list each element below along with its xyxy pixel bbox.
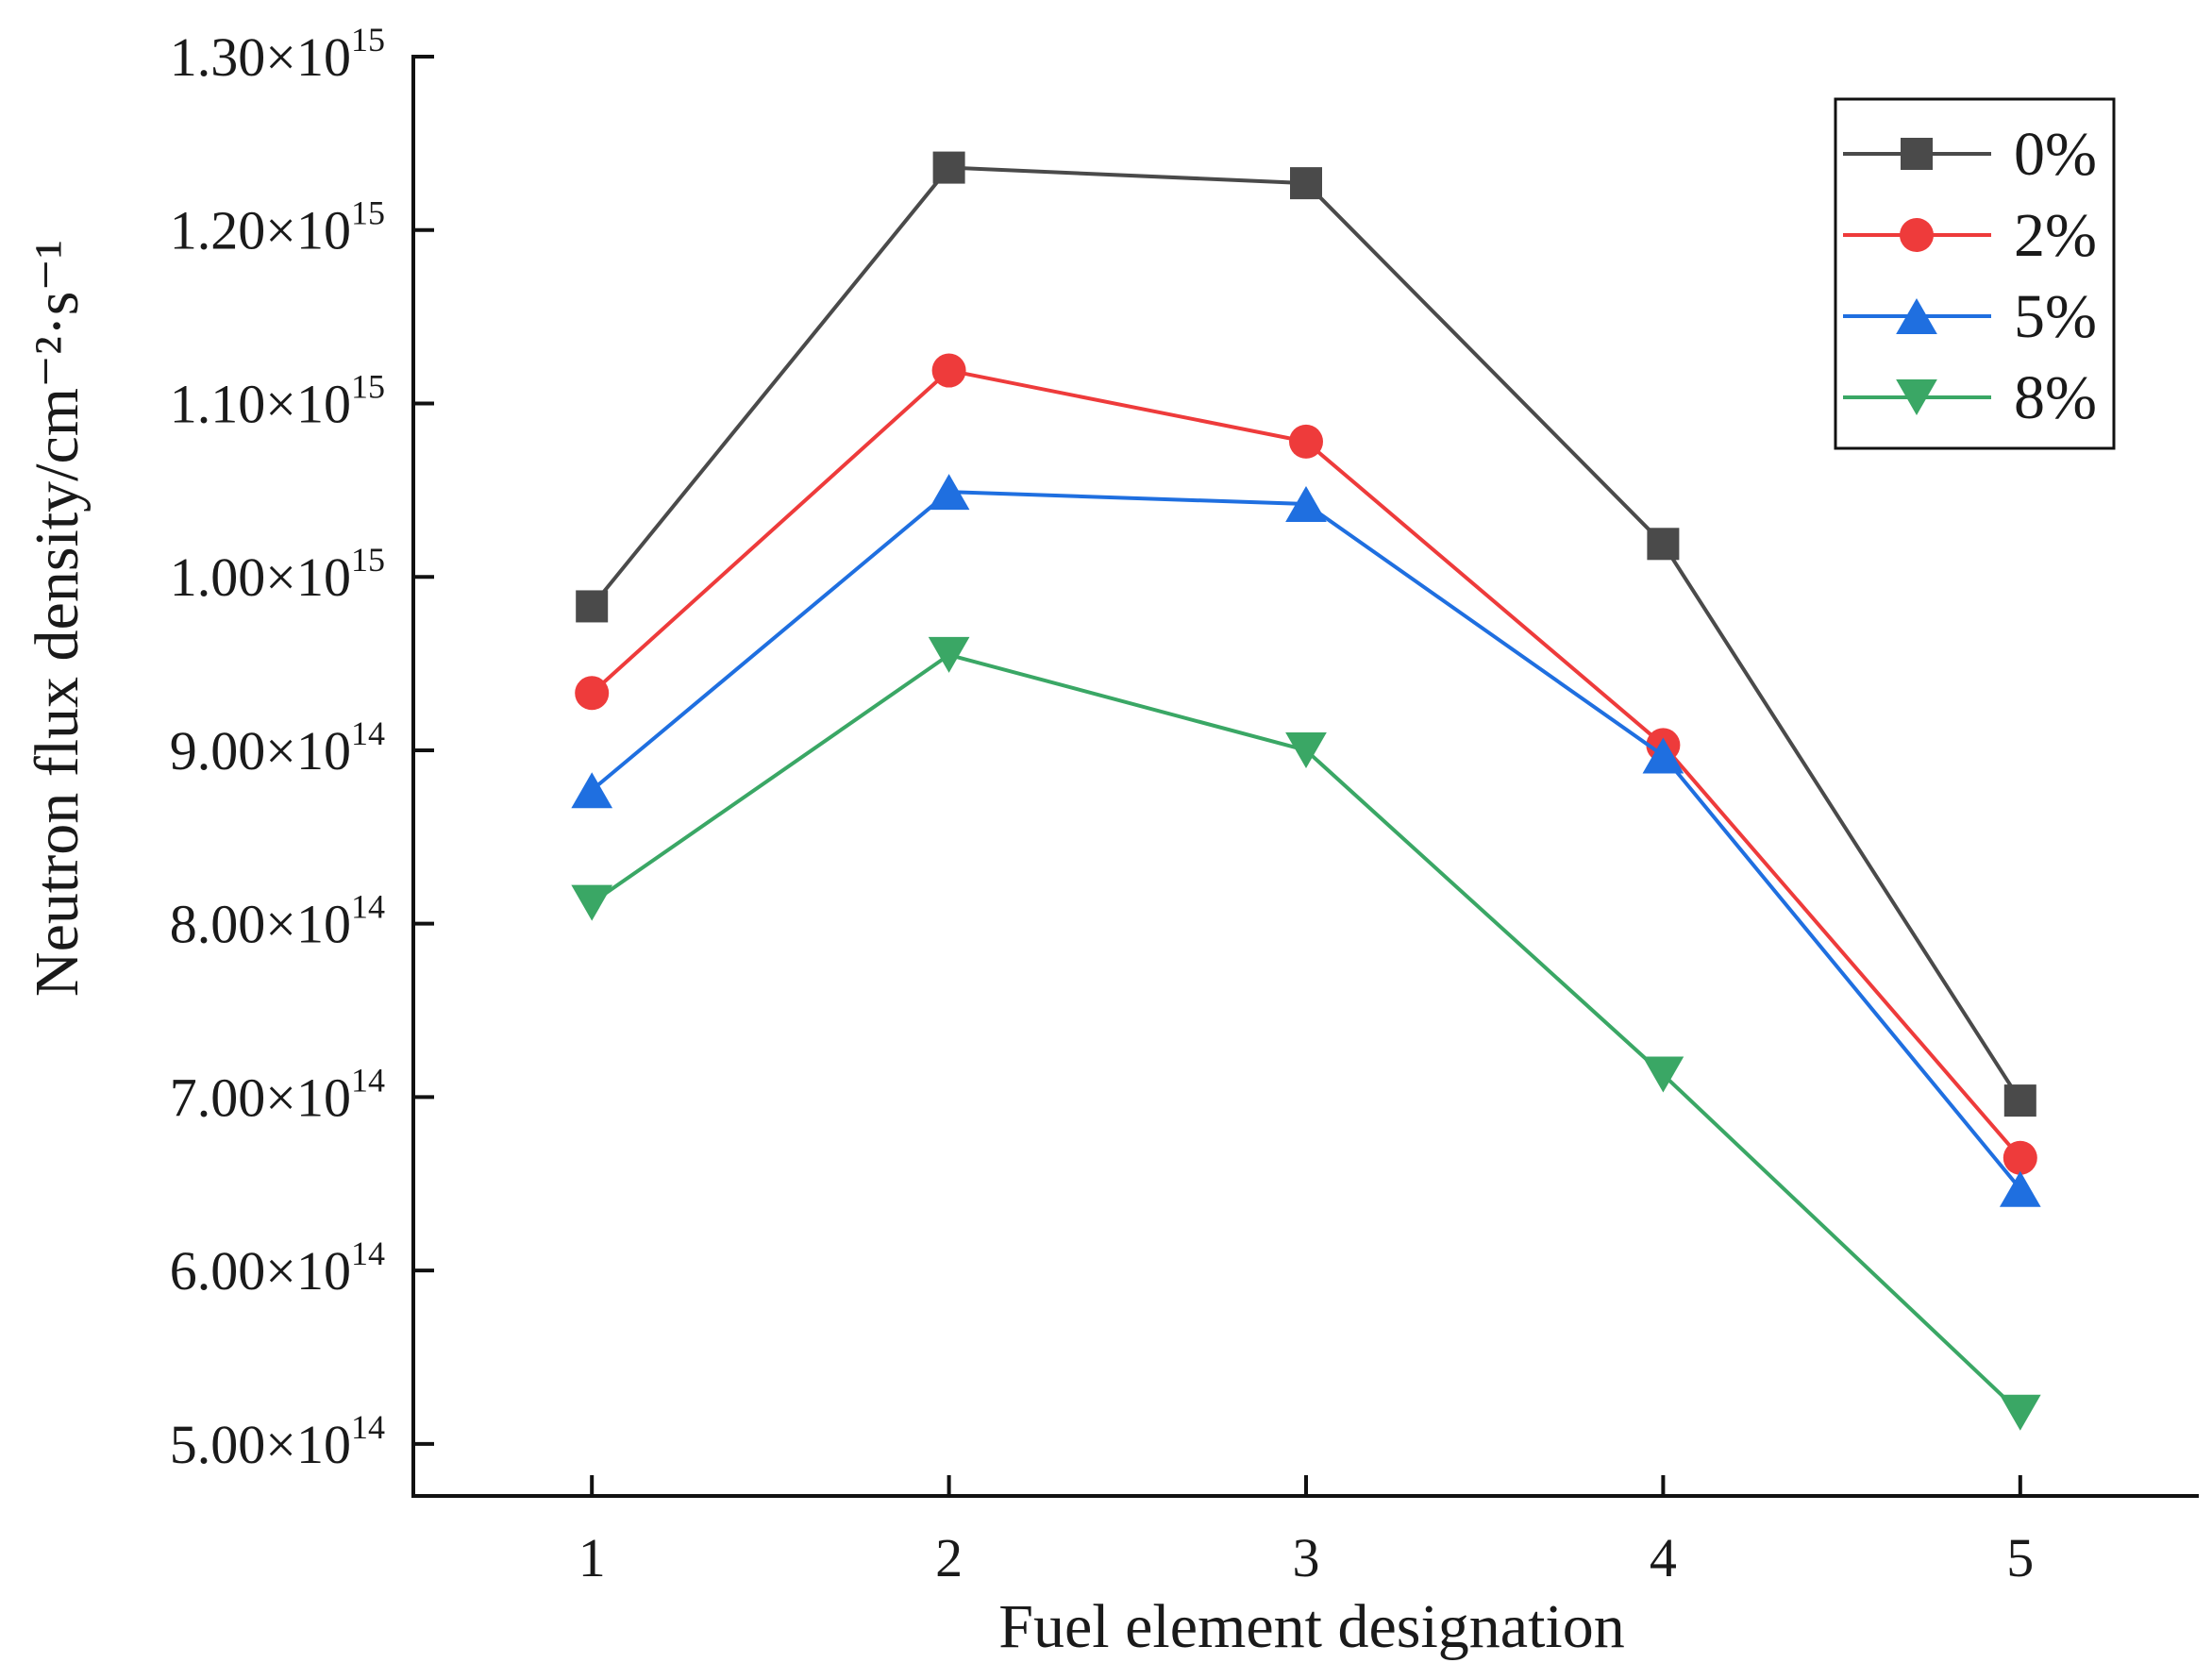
legend-item-8pct-label: 8% bbox=[2014, 363, 2097, 432]
y-tick-label: 7.00×1014 bbox=[170, 1061, 385, 1128]
series-5pct-line bbox=[590, 490, 2022, 1191]
y-tick-label: 8.00×1014 bbox=[170, 888, 385, 955]
series-2pct-point bbox=[2003, 1140, 2037, 1175]
series-2pct-point bbox=[575, 676, 610, 711]
y-tick-exponent: 14 bbox=[351, 1408, 385, 1446]
y-tick-exponent: 14 bbox=[351, 888, 385, 926]
y-tick-label: 1.20×1015 bbox=[170, 194, 385, 261]
y-tick-mantissa: 6.00×10 bbox=[170, 1240, 351, 1302]
x-tick-label: 3 bbox=[1293, 1527, 1320, 1588]
y-tick-mantissa: 1.20×10 bbox=[170, 200, 351, 261]
y-tick-exponent: 14 bbox=[351, 1235, 385, 1272]
series-8pct-point bbox=[928, 636, 970, 673]
legend-item-0pct-marker bbox=[1901, 138, 1933, 170]
y-tick-mantissa: 5.00×10 bbox=[170, 1414, 351, 1475]
y-tick-exponent: 14 bbox=[351, 714, 385, 752]
x-tick-label: 2 bbox=[935, 1527, 963, 1588]
x-tick-label: 5 bbox=[2006, 1527, 2034, 1588]
series-2pct-point bbox=[931, 353, 966, 388]
legend-item-2pct-label: 2% bbox=[2014, 201, 2097, 270]
series-8pct-point bbox=[1642, 1056, 1684, 1093]
legend-item-5pct-marker bbox=[1896, 298, 1937, 334]
y-tick-exponent: 15 bbox=[351, 194, 385, 232]
y-tick-label: 1.30×1015 bbox=[170, 21, 385, 88]
series-0pct-point bbox=[932, 151, 965, 184]
series-5pct bbox=[571, 474, 2041, 1207]
series-5pct-point bbox=[928, 474, 970, 511]
y-tick-label: 1.10×1015 bbox=[170, 367, 385, 434]
series-8pct-point bbox=[1999, 1394, 2041, 1431]
legend-item-8pct: 8% bbox=[1843, 363, 2097, 432]
series-0pct-line bbox=[590, 165, 2022, 1102]
series-8pct-point bbox=[571, 884, 613, 921]
legend-box bbox=[1834, 97, 2116, 450]
y-axis-title: Neutron flux density/cm⁻²·s⁻¹ bbox=[23, 240, 92, 997]
series-5pct-point bbox=[1642, 737, 1684, 774]
legend-item-5pct: 5% bbox=[1843, 282, 2097, 351]
y-tick-exponent: 15 bbox=[351, 21, 385, 59]
series-0pct-point bbox=[1647, 528, 1680, 561]
y-tick-label: 9.00×1014 bbox=[170, 714, 385, 781]
x-tick-label: 4 bbox=[1650, 1527, 1677, 1588]
series-8pct-point bbox=[1285, 731, 1327, 768]
series-group bbox=[571, 151, 2041, 1431]
series-2pct-point bbox=[1289, 424, 1323, 459]
series-8pct bbox=[571, 636, 2041, 1431]
y-tick-mantissa: 1.10×10 bbox=[170, 373, 351, 434]
series-5pct-point bbox=[571, 772, 613, 809]
axes: 5.00×10146.00×10147.00×10148.00×10149.00… bbox=[170, 21, 2199, 1588]
legend-item-2pct: 2% bbox=[1843, 201, 2097, 270]
y-tick-label: 6.00×1014 bbox=[170, 1235, 385, 1302]
legend-item-0pct-label: 0% bbox=[2014, 120, 2097, 189]
legend: 0% 2% 5% 8% bbox=[1834, 97, 2116, 450]
legend-item-5pct-label: 5% bbox=[2014, 282, 2097, 351]
series-0pct-point bbox=[2003, 1084, 2036, 1117]
x-tick-label: 1 bbox=[578, 1527, 606, 1588]
series-0pct-point bbox=[576, 590, 609, 623]
legend-item-8pct-marker bbox=[1896, 379, 1937, 415]
legend-item-2pct-marker bbox=[1900, 218, 1934, 252]
series-5pct-point bbox=[1999, 1170, 2041, 1207]
y-tick-label: 5.00×1014 bbox=[170, 1408, 385, 1475]
y-tick-mantissa: 8.00×10 bbox=[170, 894, 351, 955]
series-0pct-point bbox=[1290, 167, 1322, 200]
x-axis-title: Fuel element designation bbox=[998, 1592, 1625, 1661]
y-tick-exponent: 15 bbox=[351, 367, 385, 405]
series-5pct-point bbox=[1285, 486, 1327, 523]
legend-item-0pct: 0% bbox=[1843, 120, 2097, 189]
series-0pct bbox=[576, 151, 2036, 1117]
y-tick-mantissa: 7.00×10 bbox=[170, 1067, 351, 1128]
y-tick-mantissa: 1.00×10 bbox=[170, 546, 351, 608]
y-tick-exponent: 15 bbox=[351, 541, 385, 579]
y-tick-exponent: 14 bbox=[351, 1061, 385, 1099]
y-tick-mantissa: 1.30×10 bbox=[170, 26, 351, 88]
y-tick-mantissa: 9.00×10 bbox=[170, 720, 351, 781]
y-tick-label: 1.00×1015 bbox=[170, 541, 385, 608]
